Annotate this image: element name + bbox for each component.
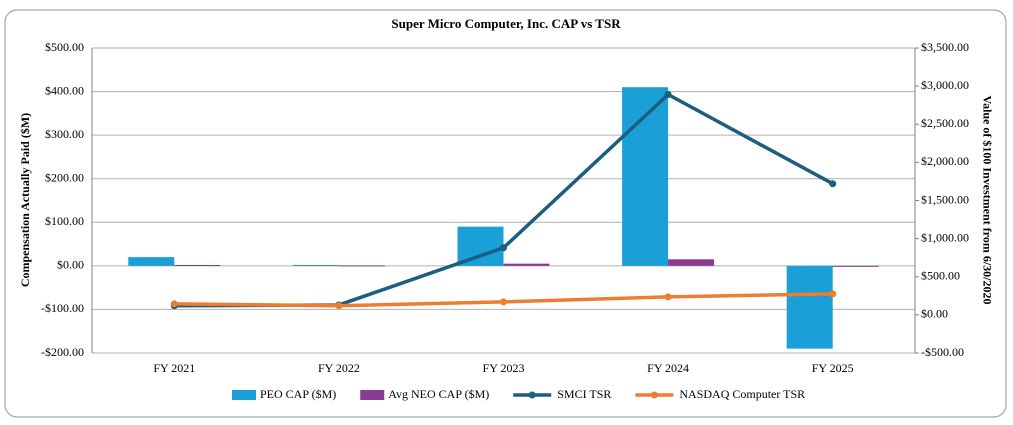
line-marker	[664, 293, 672, 301]
x-tick-label: FY 2022	[318, 361, 360, 375]
legend-swatch	[650, 391, 658, 399]
y2-tick-label: $1,000.00	[921, 230, 969, 244]
y2-tick-label: $3,000.00	[921, 78, 969, 92]
y2-tick-label: $3,500.00	[921, 40, 969, 54]
x-tick-label: FY 2023	[483, 361, 525, 375]
legend-label: SMCI TSR	[557, 387, 611, 401]
y2-tick-label: $500.00	[921, 269, 960, 283]
legend-label: NASDAQ Computer TSR	[679, 387, 805, 401]
legend-label: Avg NEO CAP ($M)	[388, 387, 489, 401]
y2-tick-label: $1,500.00	[921, 192, 969, 206]
y-tick-label: $300.00	[45, 127, 84, 141]
chart-border	[4, 9, 1007, 418]
bar	[786, 265, 833, 349]
y-tick-label: $100.00	[45, 214, 84, 228]
bar	[668, 259, 715, 266]
bar	[174, 264, 221, 266]
bar	[832, 265, 879, 267]
x-tick-label: FY 2025	[812, 361, 854, 375]
line-marker	[664, 91, 672, 99]
y-tick-label: $0.00	[57, 258, 84, 272]
x-tick-label: FY 2021	[153, 361, 195, 375]
line-marker	[170, 300, 178, 308]
line-marker	[335, 302, 343, 310]
y-axis-title: Compensation Actually Paid ($M)	[18, 113, 32, 287]
line-marker	[829, 290, 837, 298]
y-tick-label: $500.00	[45, 40, 84, 54]
bar	[128, 257, 175, 266]
legend-swatch	[232, 390, 256, 400]
bar	[338, 265, 385, 267]
y-tick-label: -$200.00	[41, 345, 84, 359]
legend-swatch	[360, 390, 385, 400]
y-tick-label: -$100.00	[41, 301, 84, 315]
bar	[292, 264, 339, 266]
y2-tick-label: -$500.00	[921, 345, 964, 359]
legend-label: PEO CAP ($M)	[260, 387, 336, 401]
bar	[503, 263, 550, 266]
y-tick-label: $200.00	[45, 170, 84, 184]
line-marker	[500, 298, 507, 306]
y2-tick-label: $2,000.00	[921, 154, 969, 168]
x-tick-label: FY 2024	[647, 361, 689, 375]
y2-axis-title: Value of $100 Investment from 6/30/2020	[980, 96, 994, 305]
y2-tick-label: $0.00	[921, 307, 948, 321]
line-marker	[829, 180, 837, 188]
legend-swatch	[528, 391, 536, 399]
line-marker	[500, 244, 507, 252]
chart-title: Super Micro Computer, Inc. CAP vs TSR	[391, 16, 621, 31]
y2-tick-label: $2,500.00	[921, 116, 969, 130]
y-tick-label: $400.00	[45, 83, 84, 97]
